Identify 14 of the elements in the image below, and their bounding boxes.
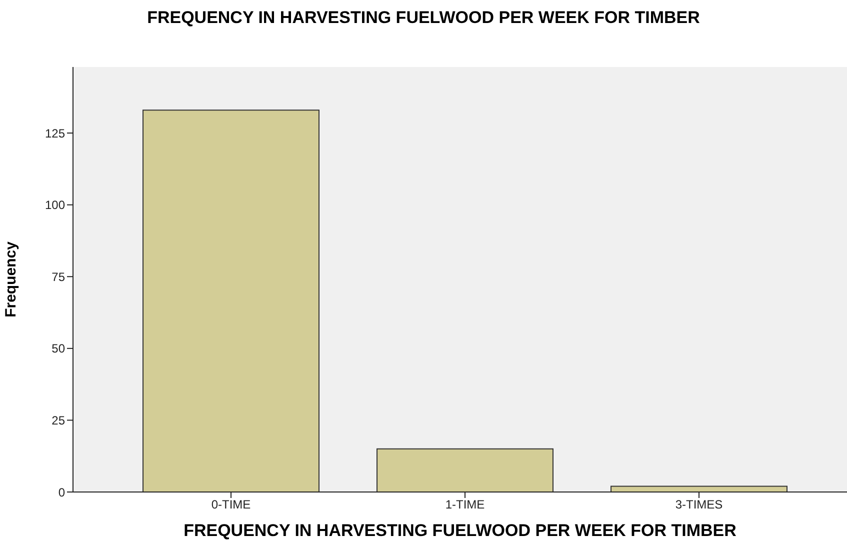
- y-tick-label: 25: [52, 413, 66, 428]
- y-tick-label: 0: [58, 485, 66, 500]
- y-axis-title: Frequency: [2, 240, 20, 318]
- chart-title: FREQUENCY IN HARVESTING FUELWOOD PER WEEK FOR TIMBER: [146, 8, 701, 28]
- x-axis-title: FREQUENCY IN HARVESTING FUELWOOD PER WEEK FOR TIMBER: [184, 521, 736, 540]
- y-tick-label: 100: [44, 198, 66, 212]
- y-tick-label: 50: [52, 342, 66, 356]
- x-tick-label: 3-TIMES: [675, 498, 723, 512]
- y-tick-label: 125: [44, 126, 66, 140]
- x-tick-label: 0-TIME: [211, 498, 251, 512]
- x-tick-label: 1-TIME: [445, 498, 485, 512]
- bar: [376, 448, 554, 492]
- bar: [142, 110, 320, 492]
- y-tick-label: 75: [52, 270, 66, 284]
